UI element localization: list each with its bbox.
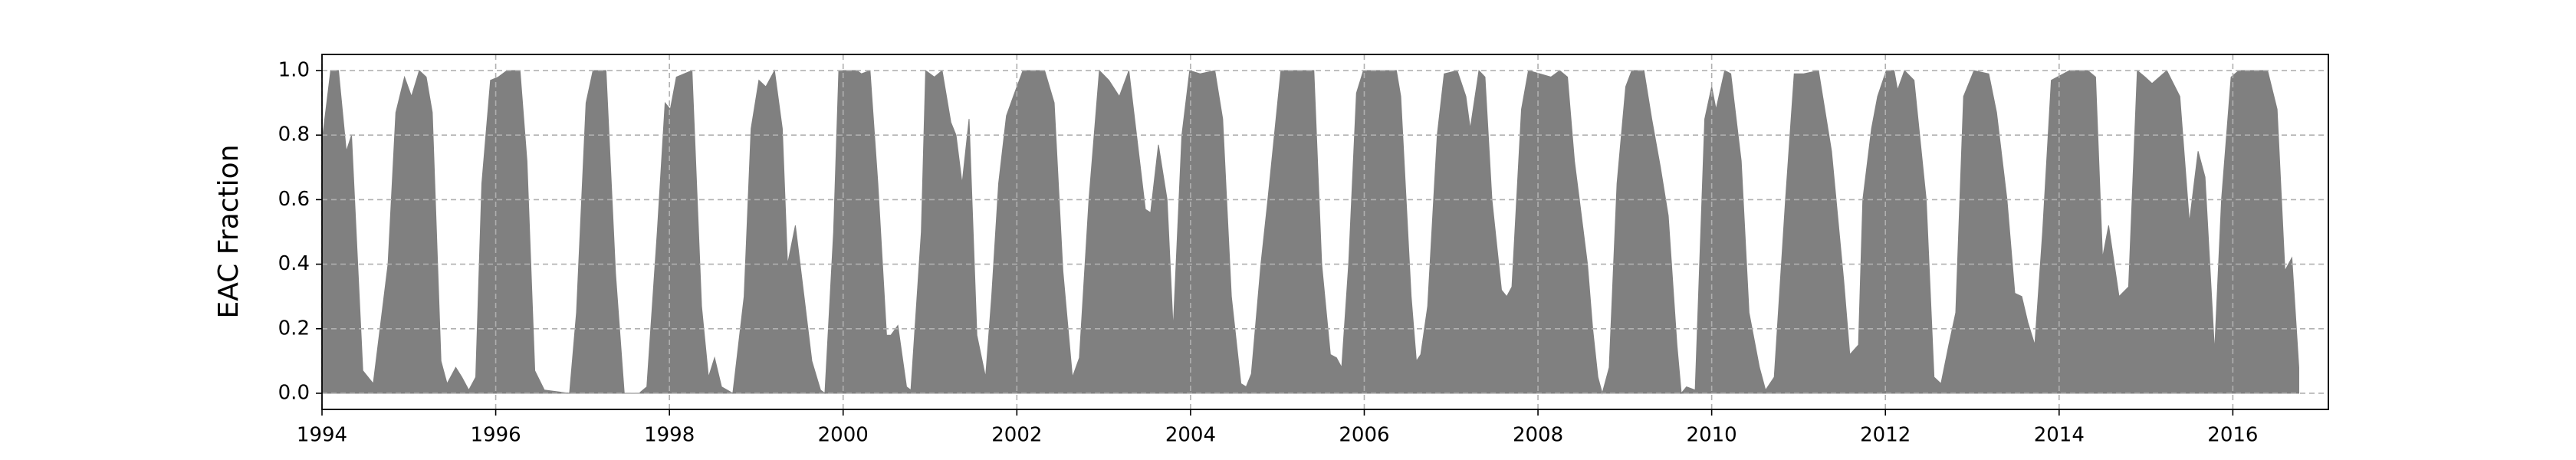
y-tick-label: 0.6 xyxy=(278,188,310,211)
x-tick-label: 1998 xyxy=(644,424,695,447)
x-tick-label: 2012 xyxy=(1860,424,1911,447)
x-tick-label: 2004 xyxy=(1165,424,1216,447)
x-tick-label: 1996 xyxy=(470,424,521,447)
y-axis-label: EAC Fraction xyxy=(213,144,245,318)
x-tick-label: 2002 xyxy=(991,424,1042,447)
x-tick-label: 2000 xyxy=(818,424,869,447)
x-tick-label: 2010 xyxy=(1687,424,1737,447)
x-tick-label: 2014 xyxy=(2034,424,2085,447)
y-tick-label: 0.0 xyxy=(278,381,310,404)
x-tick-label: 2016 xyxy=(2207,424,2258,447)
y-tick-label: 1.0 xyxy=(278,59,310,82)
y-tick-label: 0.2 xyxy=(278,317,310,340)
x-tick-label: 2008 xyxy=(1513,424,1563,447)
x-tick-label: 2006 xyxy=(1339,424,1389,447)
y-tick-label: 0.8 xyxy=(278,123,310,146)
x-tick-label: 1994 xyxy=(297,424,347,447)
y-tick-label: 0.4 xyxy=(278,252,310,275)
area xyxy=(321,69,2299,395)
axes-frame xyxy=(321,54,2329,410)
